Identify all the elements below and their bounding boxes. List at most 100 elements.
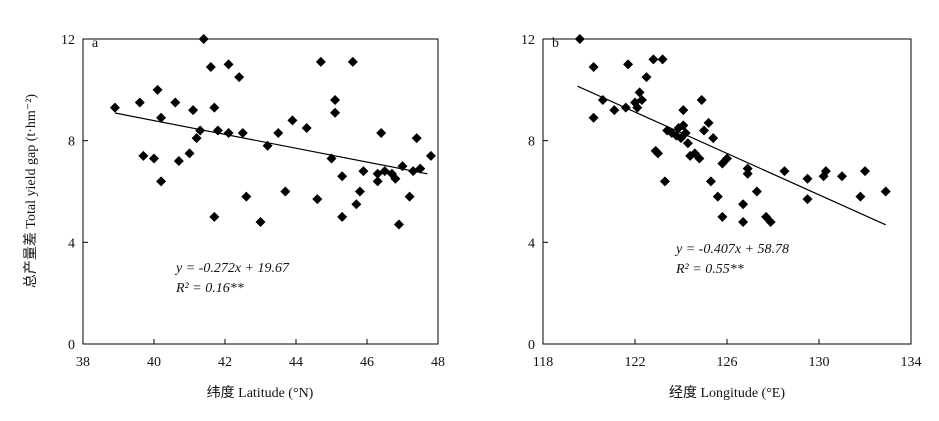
points-a [109,34,436,230]
data-point-a-27 [287,115,298,126]
data-point-a-50 [411,133,422,144]
data-point-a-51 [415,163,426,174]
data-point-b-22 [678,120,689,131]
data-point-a-12 [195,125,206,136]
x-axis-label-a: 纬度 Latitude (°N) [207,385,314,401]
data-point-a-28 [301,122,312,133]
y-axis-label: 总产量差 Total yield gap (t·hm⁻²) [23,94,39,288]
data-point-a-23 [255,217,266,227]
data-point-b-6 [623,59,634,70]
data-point-a-8 [173,156,184,166]
y-tick-label-b-0: 0 [528,338,535,353]
data-point-b-31 [703,117,714,128]
data-point-b-9 [634,87,645,98]
data-point-a-11 [191,133,202,144]
data-point-b-2 [588,112,599,123]
data-point-a-29 [312,194,323,205]
data-point-a-48 [404,191,415,202]
data-point-a-20 [234,72,245,83]
data-point-b-8 [632,102,643,113]
data-point-b-33 [705,176,716,187]
data-point-b-39 [738,217,749,227]
data-point-b-36 [717,211,728,222]
data-point-b-11 [641,72,652,83]
data-point-a-46 [393,219,404,230]
data-point-b-4 [609,105,620,116]
data-point-a-0 [109,102,120,113]
data-point-b-41 [742,168,753,179]
data-point-a-10 [188,105,199,116]
y-tick-label-a-1: 4 [68,236,75,251]
data-point-a-18 [223,128,234,139]
data-point-a-5 [156,176,167,187]
x-axis-label-b: 经度 Longitude (°E) [669,385,785,401]
fit-line-b [577,85,886,226]
data-point-a-19 [223,59,234,70]
data-point-b-45 [779,166,790,177]
data-point-b-46 [802,173,813,184]
data-point-b-49 [820,166,831,177]
y-tick-label-a-2: 8 [68,135,75,150]
data-point-a-26 [280,186,291,197]
x-tick-label-a-4: 46 [360,355,374,370]
data-point-b-50 [837,171,847,182]
x-tick-label-a-0: 38 [76,355,90,370]
data-point-b-53 [880,186,891,197]
data-point-b-29 [696,95,707,105]
data-point-b-14 [653,148,663,159]
y-tick-label-a-3: 12 [61,33,75,48]
data-point-a-35 [337,171,348,182]
data-point-b-47 [802,194,813,205]
data-point-b-42 [751,186,762,197]
plot-frame-b [542,38,912,345]
y-tick-label-b-2: 8 [528,135,535,150]
data-point-a-14 [205,61,216,72]
data-point-b-3 [597,95,608,105]
plot-frame-a [82,38,439,345]
data-point-a-9 [184,148,195,159]
data-point-b-38 [738,199,749,210]
x-tick-label-b-3: 130 [809,355,830,370]
data-point-a-37 [351,199,362,210]
data-point-b-1 [588,61,599,72]
data-point-b-10 [636,95,647,105]
x-tick-label-b-1: 122 [625,355,646,370]
data-point-a-45 [390,173,401,184]
data-point-a-22 [241,191,252,202]
data-point-a-1 [134,97,145,108]
data-point-a-41 [372,176,383,187]
data-point-b-51 [855,191,866,202]
data-point-a-15 [209,102,220,113]
data-point-a-21 [237,128,248,139]
y-tick-label-b-1: 4 [528,236,535,251]
data-point-b-37 [722,153,732,164]
data-point-a-42 [376,128,387,139]
r2-b: R² = 0.55** [675,262,744,277]
data-point-b-32 [708,133,719,144]
data-point-a-32 [330,107,341,118]
x-tick-label-b-2: 126 [717,355,738,370]
data-point-a-6 [156,112,167,123]
data-point-b-34 [712,191,723,202]
panel-b: b 118 122 126 130 134 0 4 8 12 y = -0.407x + 58.… [521,33,922,401]
panel-label-a: a [92,36,99,51]
data-point-a-13 [198,34,209,44]
data-point-a-34 [337,211,348,222]
data-point-a-38 [354,186,365,197]
ticks-b: 118 122 126 130 134 0 4 8 12 [521,33,922,370]
points-b [574,34,891,227]
y-tick-label-a-0: 0 [68,338,75,353]
x-tick-label-a-5: 48 [431,355,445,370]
data-point-b-44 [765,217,776,227]
data-point-b-28 [694,153,705,164]
data-point-b-15 [657,54,668,65]
data-point-b-0 [574,34,585,44]
data-point-b-30 [699,125,709,136]
equation-a: y = -0.272x + 19.67 [174,261,290,276]
data-point-a-3 [149,153,159,164]
data-point-b-16 [659,176,670,187]
x-tick-label-b-4: 134 [901,355,922,370]
data-point-b-40 [742,163,753,174]
